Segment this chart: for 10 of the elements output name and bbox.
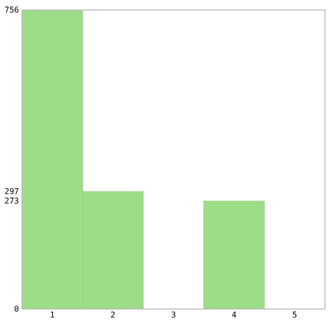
y-tick-label: 297: [4, 187, 20, 196]
x-tick-label: 5: [292, 310, 298, 320]
bar: [204, 200, 265, 310]
y-tick-label: 756: [4, 6, 20, 15]
x-tick-label: 4: [232, 310, 237, 320]
y-tick-label: 0: [14, 304, 20, 314]
x-tick-label: 2: [110, 310, 116, 320]
y-tick-label: 273: [4, 196, 20, 206]
x-tick-label: 3: [171, 310, 176, 320]
x-tick-label: 1: [50, 310, 55, 320]
